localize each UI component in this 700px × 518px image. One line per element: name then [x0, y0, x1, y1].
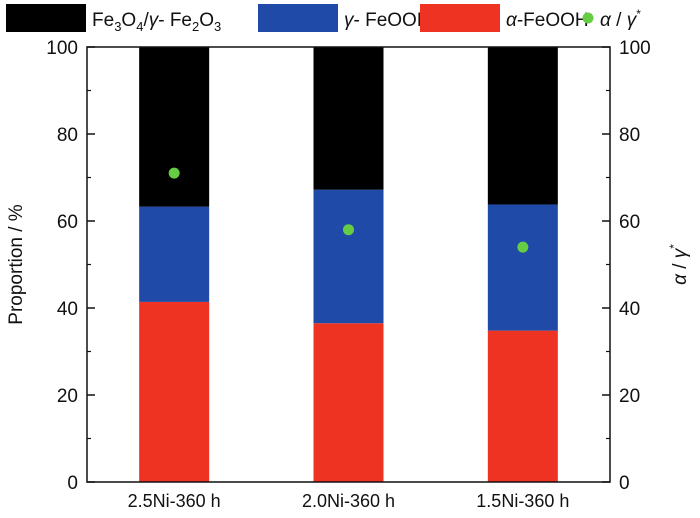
y2-tick-label: 80	[619, 125, 640, 146]
y2-tick-label: 100	[619, 38, 651, 59]
bar-segment-3-3	[487, 47, 558, 205]
ratio-point-1	[168, 167, 180, 179]
legend-swatch-gamma-feooh	[258, 4, 338, 32]
y2-tick-label: 40	[619, 299, 640, 320]
x-category-label: 2.5Ni-360 h	[128, 491, 221, 511]
y-tick-label: 60	[57, 212, 78, 233]
y2-axis-title: α / γ*	[667, 244, 691, 285]
legend-swatch-alpha-feooh	[420, 4, 500, 32]
x-category-label: 2.0Ni-360 h	[302, 491, 395, 511]
y-tick-label: 0	[67, 473, 78, 494]
bar-segment-3-2	[313, 47, 384, 190]
legend-label-alpha-feooh: α-FeOOH	[506, 10, 589, 31]
legend-marker-ratio	[582, 12, 594, 24]
legend-label-ratio: α / γ*	[600, 7, 641, 31]
legend-label-gamma-feooh: γ- FeOOH	[344, 10, 431, 31]
y-tick-label: 40	[57, 299, 78, 320]
legend-swatch-fe3o4	[6, 4, 86, 32]
ratio-point-3	[517, 241, 529, 253]
bar-segment-3-1	[139, 47, 210, 207]
bar-segment-1-1	[139, 301, 210, 482]
y2-tick-label: 60	[619, 212, 640, 233]
y2-tick-label: 20	[619, 386, 640, 407]
bar-segment-2-3	[487, 204, 558, 331]
y-tick-label: 100	[46, 38, 78, 59]
y2-tick-label: 0	[619, 473, 630, 494]
y-axis-title: Proportion / %	[6, 204, 27, 324]
bar-segment-1-2	[313, 323, 384, 482]
bar-segment-1-3	[487, 330, 558, 482]
bar-segment-2-2	[313, 189, 384, 324]
legend-label-fe3o4: Fe3O4/γ- Fe2O3	[92, 10, 221, 34]
ratio-point-2	[343, 224, 354, 236]
bar-segment-2-1	[139, 206, 210, 302]
x-category-label: 1.5Ni-360 h	[476, 491, 569, 511]
y-tick-label: 80	[57, 125, 78, 146]
y-tick-label: 20	[57, 386, 78, 407]
legend: Fe3O4/γ- Fe2O3 γ- FeOOH α-FeOOH α / γ*	[6, 4, 641, 34]
